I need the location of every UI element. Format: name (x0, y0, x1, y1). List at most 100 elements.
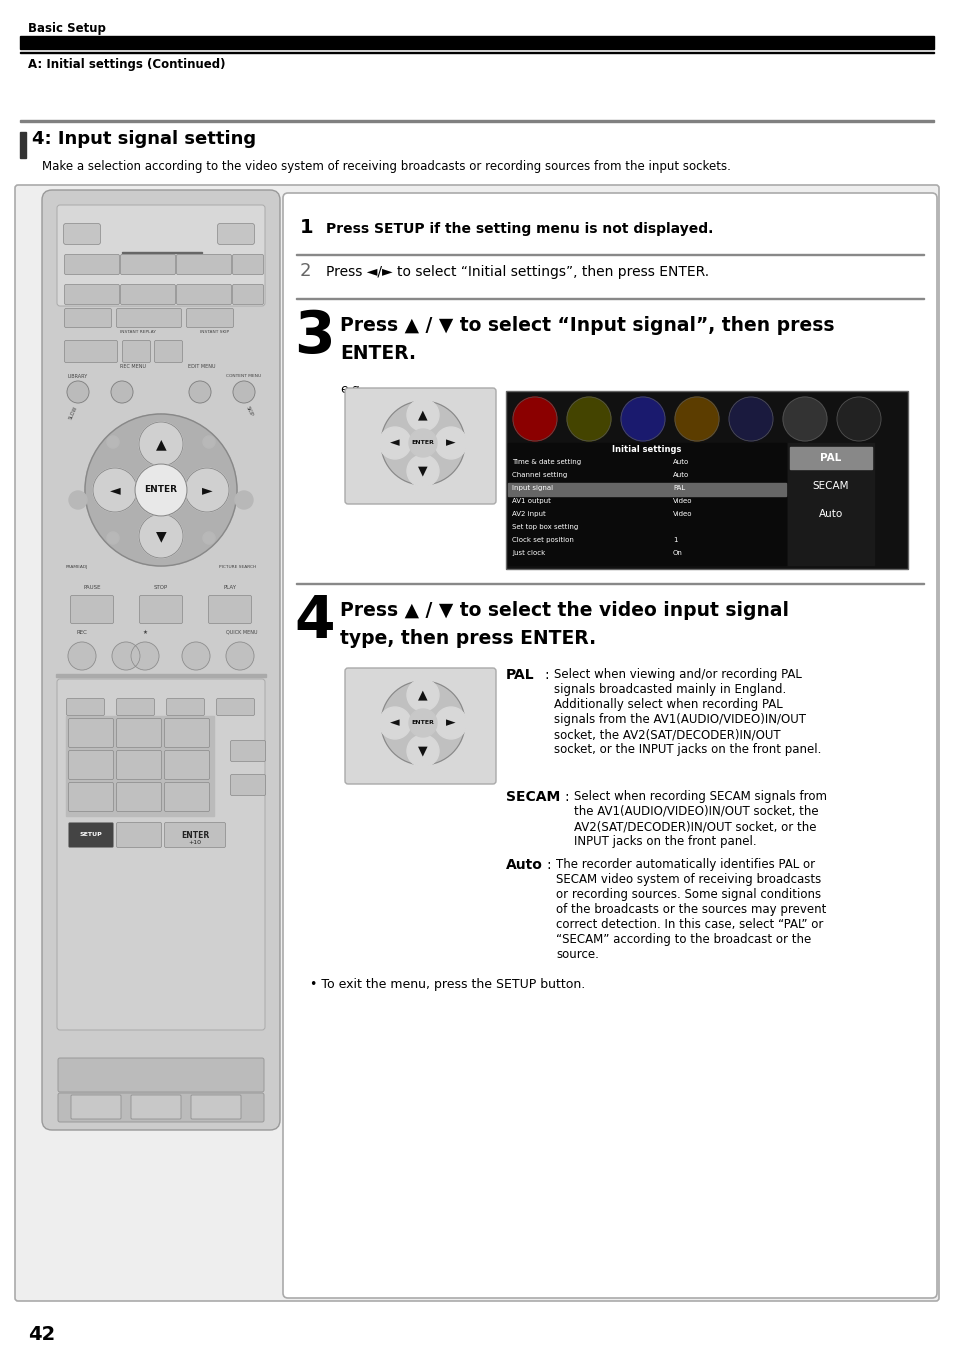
Text: :: : (545, 859, 550, 872)
Text: SECAM: SECAM (812, 481, 848, 491)
Text: 42: 42 (28, 1324, 55, 1345)
Text: PAUSE: PAUSE (83, 585, 101, 590)
FancyBboxPatch shape (65, 309, 112, 328)
FancyBboxPatch shape (233, 255, 263, 274)
Text: REC: REC (76, 630, 88, 634)
FancyBboxPatch shape (116, 822, 161, 848)
Text: RETURN: RETURN (193, 262, 214, 267)
Text: STOP: STOP (153, 585, 168, 590)
Text: ∨: ∨ (244, 289, 252, 300)
Text: ★: ★ (142, 630, 148, 634)
Text: SETUP: SETUP (79, 833, 102, 837)
Text: Auto: Auto (818, 509, 842, 518)
Text: 2: 2 (299, 262, 312, 279)
Text: Initial settings: Initial settings (612, 446, 681, 454)
FancyBboxPatch shape (154, 340, 182, 363)
Text: 📷: 📷 (89, 289, 95, 298)
FancyBboxPatch shape (283, 193, 936, 1297)
Circle shape (139, 423, 183, 466)
FancyBboxPatch shape (186, 309, 233, 328)
Bar (507, 443, 785, 566)
FancyBboxPatch shape (116, 698, 154, 716)
FancyBboxPatch shape (69, 822, 113, 848)
FancyBboxPatch shape (120, 255, 175, 274)
Text: PAL: PAL (672, 485, 684, 491)
Text: ►: ► (446, 717, 456, 729)
Text: EASY
NAVI: EASY NAVI (84, 346, 98, 356)
Circle shape (85, 414, 236, 566)
Bar (787, 443, 873, 566)
Text: INSTANT SKIP: INSTANT SKIP (200, 329, 229, 333)
Text: ENTER: ENTER (181, 830, 209, 840)
Text: ►: ► (201, 483, 213, 497)
Text: PICTURE SEARCH: PICTURE SEARCH (218, 566, 255, 568)
FancyBboxPatch shape (58, 1094, 264, 1122)
Text: 1: 1 (88, 728, 94, 738)
Bar (20, 120, 933, 121)
Text: Select when recording SECAM signals from
the AV1(AUDIO/VIDEO)IN/OUT socket, the
: Select when recording SECAM signals from… (574, 790, 826, 848)
Bar (789, 447, 871, 468)
FancyBboxPatch shape (71, 1095, 121, 1119)
Circle shape (107, 532, 119, 544)
Text: TOP MENU: TOP MENU (77, 262, 106, 267)
Text: ANGLE: ANGLE (66, 275, 83, 281)
Text: CLEAR: CLEAR (240, 730, 255, 734)
Text: ■: ■ (154, 602, 168, 617)
Text: • To exit the menu, press the SETUP button.: • To exit the menu, press the SETUP butt… (310, 977, 584, 991)
Circle shape (675, 397, 719, 441)
Text: Channel setting: Channel setting (512, 472, 567, 478)
Circle shape (203, 436, 214, 448)
Circle shape (189, 381, 211, 404)
Text: 9: 9 (183, 792, 191, 802)
Text: EDIT MENU: EDIT MENU (188, 364, 215, 369)
Text: ◄: ◄ (390, 436, 399, 450)
Circle shape (92, 468, 137, 512)
FancyBboxPatch shape (231, 775, 265, 795)
Text: SLOW: SLOW (68, 405, 78, 420)
FancyBboxPatch shape (15, 185, 938, 1301)
Text: ▲: ▲ (78, 230, 86, 239)
Circle shape (107, 436, 119, 448)
FancyBboxPatch shape (233, 285, 263, 305)
Circle shape (378, 707, 411, 738)
Circle shape (409, 709, 436, 737)
Text: FRAMEADJ: FRAMEADJ (66, 566, 89, 568)
Bar (56, 674, 266, 676)
Text: ▲: ▲ (417, 409, 427, 421)
Text: Auto: Auto (672, 459, 688, 464)
Text: ENTER: ENTER (411, 721, 434, 725)
Bar (20, 36, 933, 49)
FancyBboxPatch shape (116, 751, 161, 779)
Text: ◄: ◄ (110, 483, 120, 497)
Text: 1: 1 (672, 537, 677, 543)
Text: DELETE: DELETE (238, 764, 257, 769)
FancyBboxPatch shape (58, 1058, 264, 1092)
Text: 7: 7 (88, 792, 94, 802)
Text: PLAY: PLAY (223, 585, 236, 590)
Text: ▼: ▼ (417, 464, 427, 478)
Text: PAL: PAL (820, 454, 841, 463)
Text: ▲: ▲ (155, 437, 166, 451)
Text: DVD: DVD (202, 315, 217, 321)
Text: ◄: ◄ (390, 717, 399, 729)
Text: 6: 6 (183, 760, 191, 770)
FancyBboxPatch shape (209, 595, 252, 624)
FancyBboxPatch shape (176, 285, 232, 305)
Text: LIBRARY: LIBRARY (68, 374, 88, 379)
Circle shape (407, 734, 438, 767)
Circle shape (185, 468, 229, 512)
Text: DVD
MENU: DVD MENU (140, 259, 156, 270)
Text: A: Initial settings (Continued): A: Initial settings (Continued) (28, 58, 225, 72)
Text: Press ◄/► to select “Initial settings”, then press ENTER.: Press ◄/► to select “Initial settings”, … (326, 265, 708, 279)
Text: VIDEO Plus+: VIDEO Plus+ (68, 690, 95, 694)
Circle shape (111, 381, 132, 404)
Text: SUBTITLE: SUBTITLE (118, 275, 141, 281)
Text: ►: ► (446, 436, 456, 450)
FancyBboxPatch shape (345, 668, 496, 784)
Text: On: On (672, 549, 682, 556)
Circle shape (233, 381, 254, 404)
FancyBboxPatch shape (69, 718, 113, 748)
Text: SETUP: SETUP (80, 832, 102, 838)
Text: ⏸: ⏸ (88, 602, 96, 617)
Text: ▲: ▲ (417, 688, 427, 702)
